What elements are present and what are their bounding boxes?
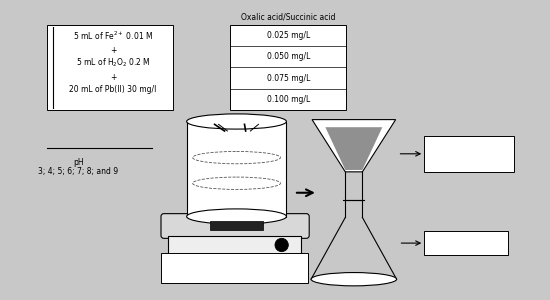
Text: 20 mL of Pb(II) 30 mg/l: 20 mL of Pb(II) 30 mg/l — [69, 85, 157, 94]
Text: 0.075 mg/L: 0.075 mg/L — [267, 74, 310, 82]
Text: analyzed by SEM-EDX: analyzed by SEM-EDX — [431, 158, 507, 164]
Bar — [230, 25, 346, 110]
Text: analyzed by AAS: analyzed by AAS — [437, 240, 495, 246]
Text: 0.050 mg/L: 0.050 mg/L — [267, 52, 310, 61]
Ellipse shape — [311, 273, 397, 286]
Bar — [47, 25, 173, 110]
Text: 5 mL of H$_2$O$_2$ 0.2 M: 5 mL of H$_2$O$_2$ 0.2 M — [76, 56, 150, 69]
Text: 0.025 mg/L: 0.025 mg/L — [267, 31, 310, 40]
Ellipse shape — [186, 209, 287, 224]
Bar — [211, 221, 263, 230]
Text: pH: pH — [73, 158, 84, 166]
Text: +: + — [110, 73, 116, 82]
Polygon shape — [312, 120, 395, 172]
Text: stirred magnetically: stirred magnetically — [199, 258, 271, 264]
Ellipse shape — [186, 114, 287, 129]
Text: +: + — [110, 46, 116, 55]
Text: dried and: dried and — [453, 146, 486, 152]
Bar — [168, 236, 301, 254]
Text: Oxalic acid/Succinic acid: Oxalic acid/Succinic acid — [241, 13, 336, 22]
Bar — [161, 253, 308, 283]
Circle shape — [275, 238, 288, 252]
Polygon shape — [326, 127, 382, 170]
Text: 0; 15; 30; 45; 60; 75; 90 min: 0; 15; 30; 45; 60; 75; 90 min — [183, 272, 287, 278]
Text: 5 mL of Fe$^{2+}$ 0.01 M: 5 mL of Fe$^{2+}$ 0.01 M — [73, 30, 153, 42]
Text: 0.100 mg/L: 0.100 mg/L — [267, 95, 310, 104]
Bar — [424, 136, 514, 172]
Bar — [186, 122, 287, 217]
Bar — [424, 231, 508, 256]
FancyBboxPatch shape — [161, 214, 309, 239]
Text: 3; 4; 5; 6; 7; 8; and 9: 3; 4; 5; 6; 7; 8; and 9 — [39, 167, 118, 176]
